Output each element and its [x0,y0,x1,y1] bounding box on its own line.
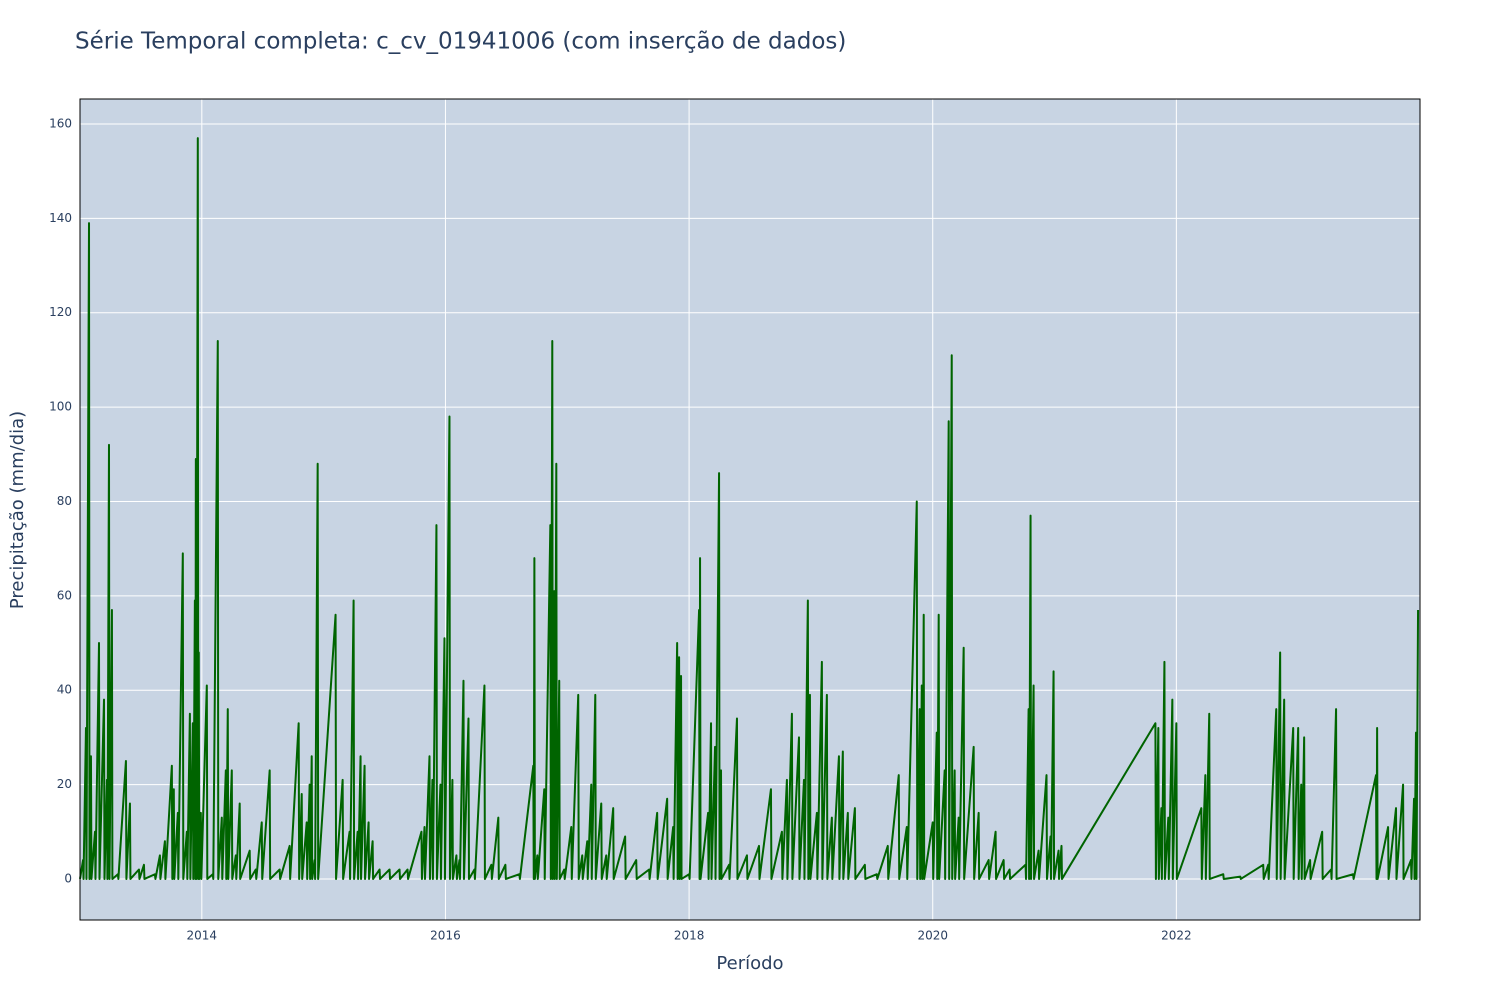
plot-background [80,99,1420,920]
x-tick-label: 2018 [674,929,705,943]
y-tick-label: 160 [49,117,72,131]
y-tick-label: 60 [57,588,72,602]
x-tick-label: 2014 [187,929,218,943]
y-tick-label: 0 [64,871,72,885]
y-tick-label: 140 [49,211,72,225]
y-tick-label: 40 [57,683,72,697]
y-tick-label: 20 [57,777,72,791]
y-axis-label: Precipitação (mm/dia) [7,411,28,609]
x-tick-label: 2022 [1161,929,1192,943]
x-axis-label: Período [716,953,783,974]
y-tick-label: 120 [49,305,72,319]
data-line [79,137,1420,880]
y-tick-label: 80 [57,494,72,508]
y-tick-label: 100 [49,400,72,414]
x-tick-label: 2016 [430,929,461,943]
x-tick-label: 2020 [917,929,948,943]
chart-title: Série Temporal completa: c_cv_01941006 (… [75,29,846,55]
plot-border [79,98,1421,921]
